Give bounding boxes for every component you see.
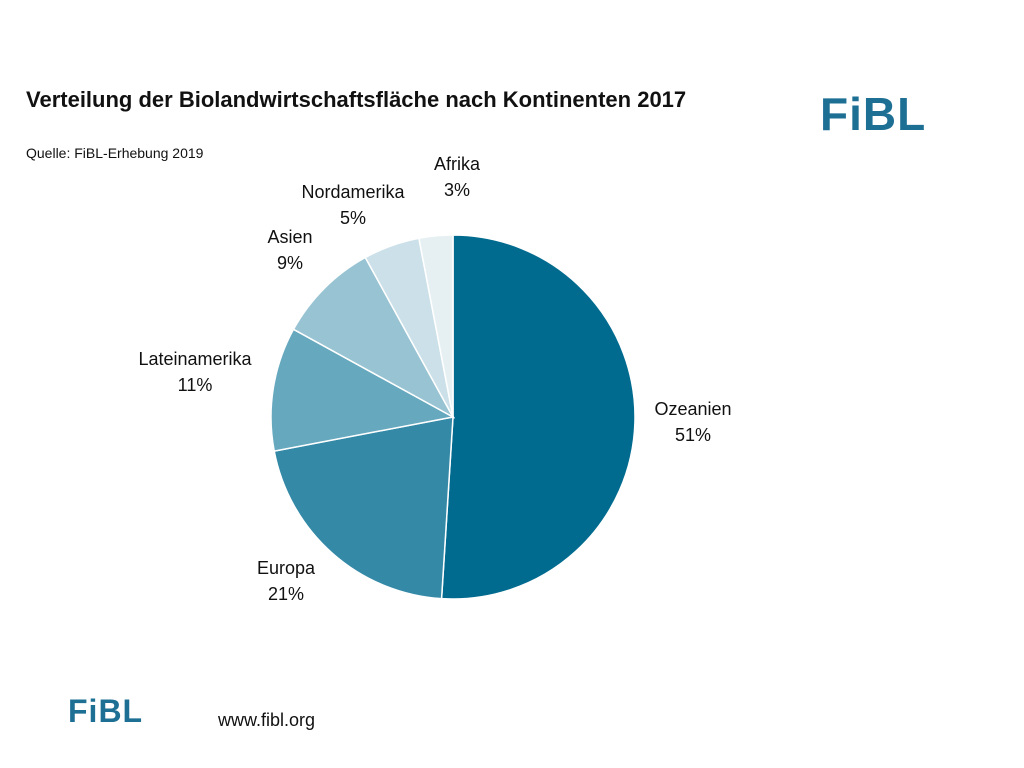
slice-label-nordamerika: Nordamerika	[301, 182, 405, 202]
pie-slice-europa	[273, 416, 454, 600]
chart-title: Verteilung der Biolandwirtschaftsfläche …	[26, 87, 687, 112]
slice-value-afrika: 3%	[444, 180, 470, 200]
pie-slice-lateinamerika	[270, 328, 456, 452]
chart-source: Quelle: FiBL-Erhebung 2019	[26, 145, 204, 161]
slice-label-asien: Asien	[267, 227, 312, 247]
website-link[interactable]: www.fibl.org	[218, 710, 316, 730]
slice-value-ozeanien: 51%	[675, 425, 711, 445]
slice-label-europa: Europa	[257, 558, 316, 578]
slice-label-lateinamerika: Lateinamerika	[138, 349, 252, 369]
slice-label-ozeanien: Ozeanien	[654, 399, 731, 419]
slice-value-nordamerika: 5%	[340, 208, 366, 228]
fibl-logo-top: FiBL	[820, 88, 927, 140]
pie-slice-afrika	[418, 234, 454, 418]
slice-value-lateinamerika: 11%	[178, 375, 213, 395]
pie-slice-ozeanien	[440, 234, 636, 600]
pie-slice-asien	[292, 256, 455, 419]
fibl-logo-bottom: FiBL	[68, 693, 144, 729]
slice-value-asien: 9%	[277, 253, 303, 273]
slice-label-afrika: Afrika	[434, 154, 481, 174]
slice-value-europa: 21%	[268, 584, 304, 604]
